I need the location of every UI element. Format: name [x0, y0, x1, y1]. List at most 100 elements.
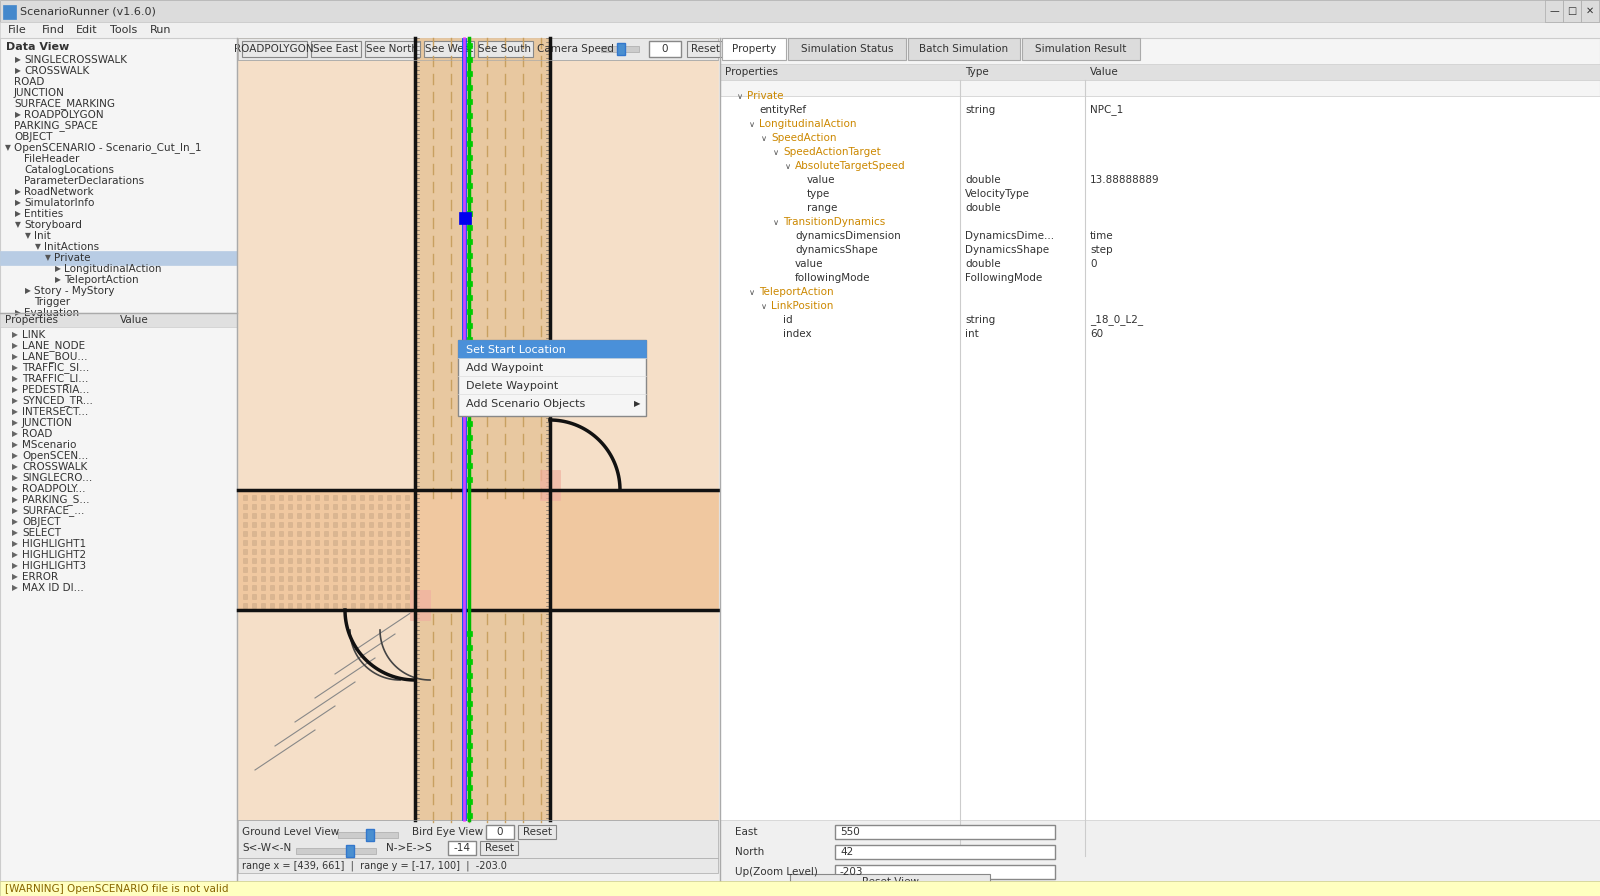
Bar [288, 594, 291, 599]
Bar [243, 504, 246, 509]
Text: ∨: ∨ [773, 218, 779, 227]
Bar [298, 558, 301, 563]
Text: Batch Simulation: Batch Simulation [920, 44, 1008, 54]
Bar [315, 576, 318, 581]
Bar [467, 197, 472, 202]
Bar [387, 531, 390, 536]
Text: SURFACE_MARKING: SURFACE_MARKING [14, 99, 115, 109]
Bar [370, 558, 373, 563]
Bar [370, 531, 373, 536]
Text: InitActions: InitActions [45, 242, 99, 252]
Bar [467, 435, 472, 440]
Bar [370, 495, 373, 500]
Text: Trigger: Trigger [34, 297, 70, 307]
Bar [315, 558, 318, 563]
Text: Bird Eye View: Bird Eye View [413, 827, 483, 837]
Bar [467, 225, 472, 230]
Bar [350, 603, 355, 608]
Text: Storyboard: Storyboard [24, 220, 82, 230]
Bar [333, 585, 338, 590]
Text: SimulatorInfo: SimulatorInfo [24, 198, 94, 208]
Bar [338, 832, 398, 838]
Text: int: int [965, 329, 979, 339]
Bar [315, 549, 318, 554]
Bar [278, 567, 283, 572]
Text: ▶: ▶ [13, 341, 18, 350]
Bar [378, 513, 382, 518]
Bar [333, 576, 338, 581]
Bar [360, 540, 365, 545]
Bar [306, 567, 310, 572]
Text: Find: Find [42, 25, 66, 35]
Bar [261, 603, 266, 608]
Bar [323, 576, 328, 581]
Text: double: double [965, 259, 1000, 269]
Text: time: time [1090, 231, 1114, 241]
Text: CatalogLocations: CatalogLocations [24, 165, 114, 175]
Text: ▶: ▶ [14, 56, 21, 65]
Bar [323, 540, 328, 545]
Text: ▶: ▶ [14, 210, 21, 219]
Bar [342, 513, 346, 518]
Bar [650, 41, 682, 57]
Bar [253, 540, 256, 545]
Text: HIGHLIGHT2: HIGHLIGHT2 [22, 550, 86, 560]
Bar [306, 522, 310, 527]
Text: ∨: ∨ [749, 288, 755, 297]
Bar [467, 659, 472, 664]
Text: ▶: ▶ [13, 452, 18, 461]
Bar [405, 567, 410, 572]
Bar [378, 531, 382, 536]
Text: LongitudinalAction: LongitudinalAction [64, 264, 162, 274]
Bar [278, 558, 283, 563]
Text: Init: Init [34, 231, 51, 241]
Bar [414, 38, 550, 820]
Bar [315, 531, 318, 536]
Text: OpenSCENARIO - Scenario_Cut_In_1: OpenSCENARIO - Scenario_Cut_In_1 [14, 142, 202, 153]
Bar [410, 590, 430, 620]
Bar [405, 522, 410, 527]
Text: ▶: ▶ [14, 187, 21, 196]
Text: VelocityType: VelocityType [965, 189, 1030, 199]
Bar [0, 38, 237, 313]
Bar [243, 585, 246, 590]
Bar [467, 309, 472, 314]
Bar [243, 603, 246, 608]
Bar [378, 549, 382, 554]
Bar [1022, 38, 1139, 60]
Text: JUNCTION: JUNCTION [22, 418, 74, 428]
Bar [315, 504, 318, 509]
Bar [350, 549, 355, 554]
Bar [243, 576, 246, 581]
Text: ▼: ▼ [14, 220, 21, 229]
Bar [467, 43, 472, 48]
Bar [306, 603, 310, 608]
Bar [378, 540, 382, 545]
Bar [405, 603, 410, 608]
Bar [253, 585, 256, 590]
Bar [315, 567, 318, 572]
Text: Ground Level View: Ground Level View [242, 827, 339, 837]
Bar [288, 531, 291, 536]
Text: Up(Zoom Level): Up(Zoom Level) [734, 867, 818, 877]
Bar [298, 540, 301, 545]
Bar [298, 567, 301, 572]
Bar [298, 603, 301, 608]
Bar [253, 522, 256, 527]
Bar [405, 531, 410, 536]
Text: ▶: ▶ [13, 418, 18, 427]
Bar [467, 379, 472, 384]
Bar [467, 757, 472, 762]
Text: Reset: Reset [485, 843, 514, 853]
Bar [270, 540, 274, 545]
Text: TeleportAction: TeleportAction [758, 287, 834, 297]
Bar [467, 631, 472, 636]
Text: Tools: Tools [110, 25, 138, 35]
Text: Simulation Result: Simulation Result [1035, 44, 1126, 54]
Bar [342, 540, 346, 545]
Bar [278, 504, 283, 509]
Bar [1563, 0, 1581, 22]
Text: SINGLECRO...: SINGLECRO... [22, 473, 93, 483]
Bar [467, 477, 472, 482]
Bar [323, 603, 328, 608]
